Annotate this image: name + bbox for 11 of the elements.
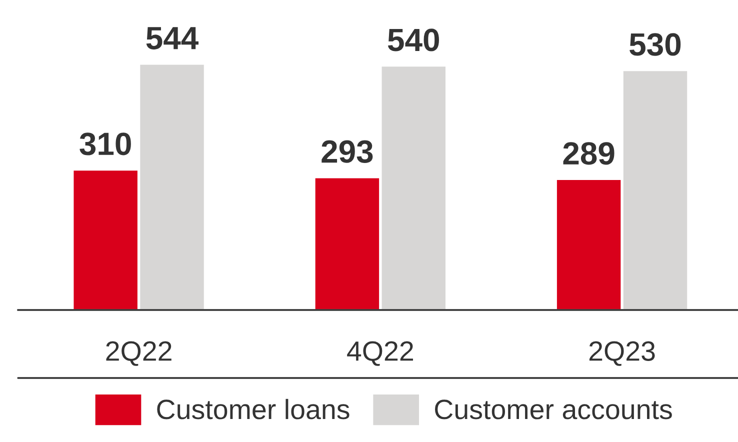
data-label: 310	[80, 132, 131, 156]
x-tick-label: 2Q22	[106, 341, 172, 366]
data-label: 540	[388, 28, 439, 52]
data-label: 289	[563, 142, 614, 165]
data-label: 293	[322, 140, 373, 163]
x-tick-label: 4Q22	[347, 341, 413, 366]
data-label: 530	[630, 33, 681, 56]
x-tick-label: 2Q23	[589, 341, 655, 366]
legend-label: Customer accounts	[435, 400, 672, 420]
legend-label: Customer loans	[157, 398, 350, 420]
data-label: 544	[146, 27, 199, 50]
